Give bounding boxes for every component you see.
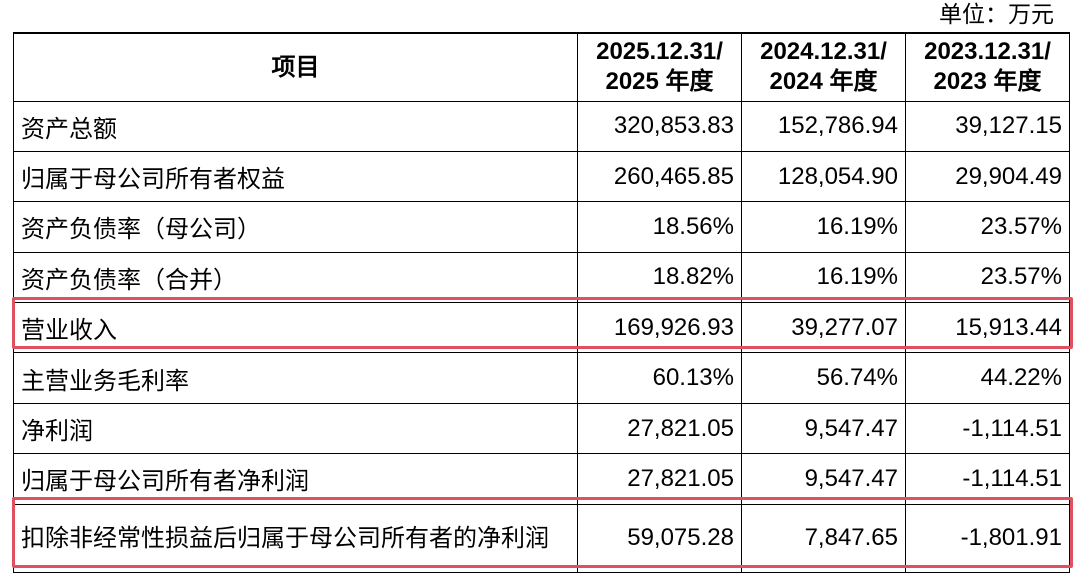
row-label-net-profit: 净利润: [13, 402, 578, 455]
cell-value: 15,913.44: [905, 302, 1070, 354]
cell-value: 18.82%: [577, 251, 742, 304]
row-label-debt-ratio-consolidated: 资产负债率（合并）: [13, 251, 578, 304]
cell-value: 18.56%: [577, 201, 742, 253]
cell-value: 9,547.47: [741, 453, 906, 505]
cell-value: -1,114.51: [905, 402, 1070, 455]
cell-value: 320,853.83: [577, 100, 742, 152]
cell-value: -1,114.51: [905, 453, 1070, 505]
cell-value: 29,904.49: [905, 150, 1070, 203]
financial-table: 项目 2025.12.31/ 2025 年度 2024.12.31/ 2024 …: [13, 32, 1070, 573]
cell-value: 39,127.15: [905, 100, 1070, 152]
table-row: 扣除非经常性损益后归属于母公司所有者的净利润 59,075.28 7,847.6…: [13, 503, 1070, 573]
row-label-adjusted-net-profit: 扣除非经常性损益后归属于母公司所有者的净利润: [13, 503, 578, 573]
cell-value: 7,847.65: [741, 503, 906, 573]
row-label-debt-ratio-parent: 资产负债率（母公司）: [13, 201, 578, 253]
cell-value: 39,277.07: [741, 302, 906, 354]
table-header-row: 项目 2025.12.31/ 2025 年度 2024.12.31/ 2024 …: [13, 32, 1070, 102]
table-row: 资产负债率（母公司） 18.56% 16.19% 23.57%: [13, 201, 1070, 253]
cell-value: 9,547.47: [741, 402, 906, 455]
table-row: 资产负债率（合并） 18.82% 16.19% 23.57%: [13, 251, 1070, 304]
unit-label: 单位：万元: [939, 2, 1054, 28]
table-row: 净利润 27,821.05 9,547.47 -1,114.51: [13, 402, 1070, 455]
cell-value: 152,786.94: [741, 100, 906, 152]
table-row: 归属于母公司所有者净利润 27,821.05 9,547.47 -1,114.5…: [13, 453, 1070, 505]
column-header-2024-date: 2024.12.31/: [760, 38, 887, 66]
column-header-2025-year: 2025 年度: [605, 68, 714, 96]
cell-value: 27,821.05: [577, 402, 742, 455]
cell-value: 169,926.93: [577, 302, 742, 354]
column-header-2023-year: 2023 年度: [933, 68, 1042, 96]
row-label-parent-equity: 归属于母公司所有者权益: [13, 150, 578, 203]
cell-value: 128,054.90: [741, 150, 906, 203]
table-row: 归属于母公司所有者权益 260,465.85 128,054.90 29,904…: [13, 150, 1070, 203]
row-label-total-assets: 资产总额: [13, 100, 578, 152]
cell-value: -1,801.91: [905, 503, 1070, 573]
cell-value: 23.57%: [905, 251, 1070, 304]
table-row: 主营业务毛利率 60.13% 56.74% 44.22%: [13, 352, 1070, 404]
cell-value: 260,465.85: [577, 150, 742, 203]
column-header-2025-date: 2025.12.31/: [596, 38, 723, 66]
row-label-revenue: 营业收入: [13, 302, 578, 354]
cell-value: 23.57%: [905, 201, 1070, 253]
row-label-gross-margin: 主营业务毛利率: [13, 352, 578, 404]
cell-value: 16.19%: [741, 201, 906, 253]
row-label-parent-net-profit: 归属于母公司所有者净利润: [13, 453, 578, 505]
table-row: 资产总额 320,853.83 152,786.94 39,127.15: [13, 100, 1070, 152]
column-header-2024-year: 2024 年度: [769, 68, 878, 96]
cell-value: 60.13%: [577, 352, 742, 404]
cell-value: 56.74%: [741, 352, 906, 404]
cell-value: 44.22%: [905, 352, 1070, 404]
table-row: 营业收入 169,926.93 39,277.07 15,913.44: [13, 302, 1070, 354]
cell-value: 16.19%: [741, 251, 906, 304]
cell-value: 27,821.05: [577, 453, 742, 505]
column-header-2025: 2025.12.31/ 2025 年度: [577, 32, 742, 102]
column-header-2024: 2024.12.31/ 2024 年度: [741, 32, 906, 102]
column-header-item: 项目: [13, 32, 578, 102]
cell-value: 59,075.28: [577, 503, 742, 573]
column-header-2023-date: 2023.12.31/: [924, 38, 1051, 66]
column-header-2023: 2023.12.31/ 2023 年度: [905, 32, 1070, 102]
